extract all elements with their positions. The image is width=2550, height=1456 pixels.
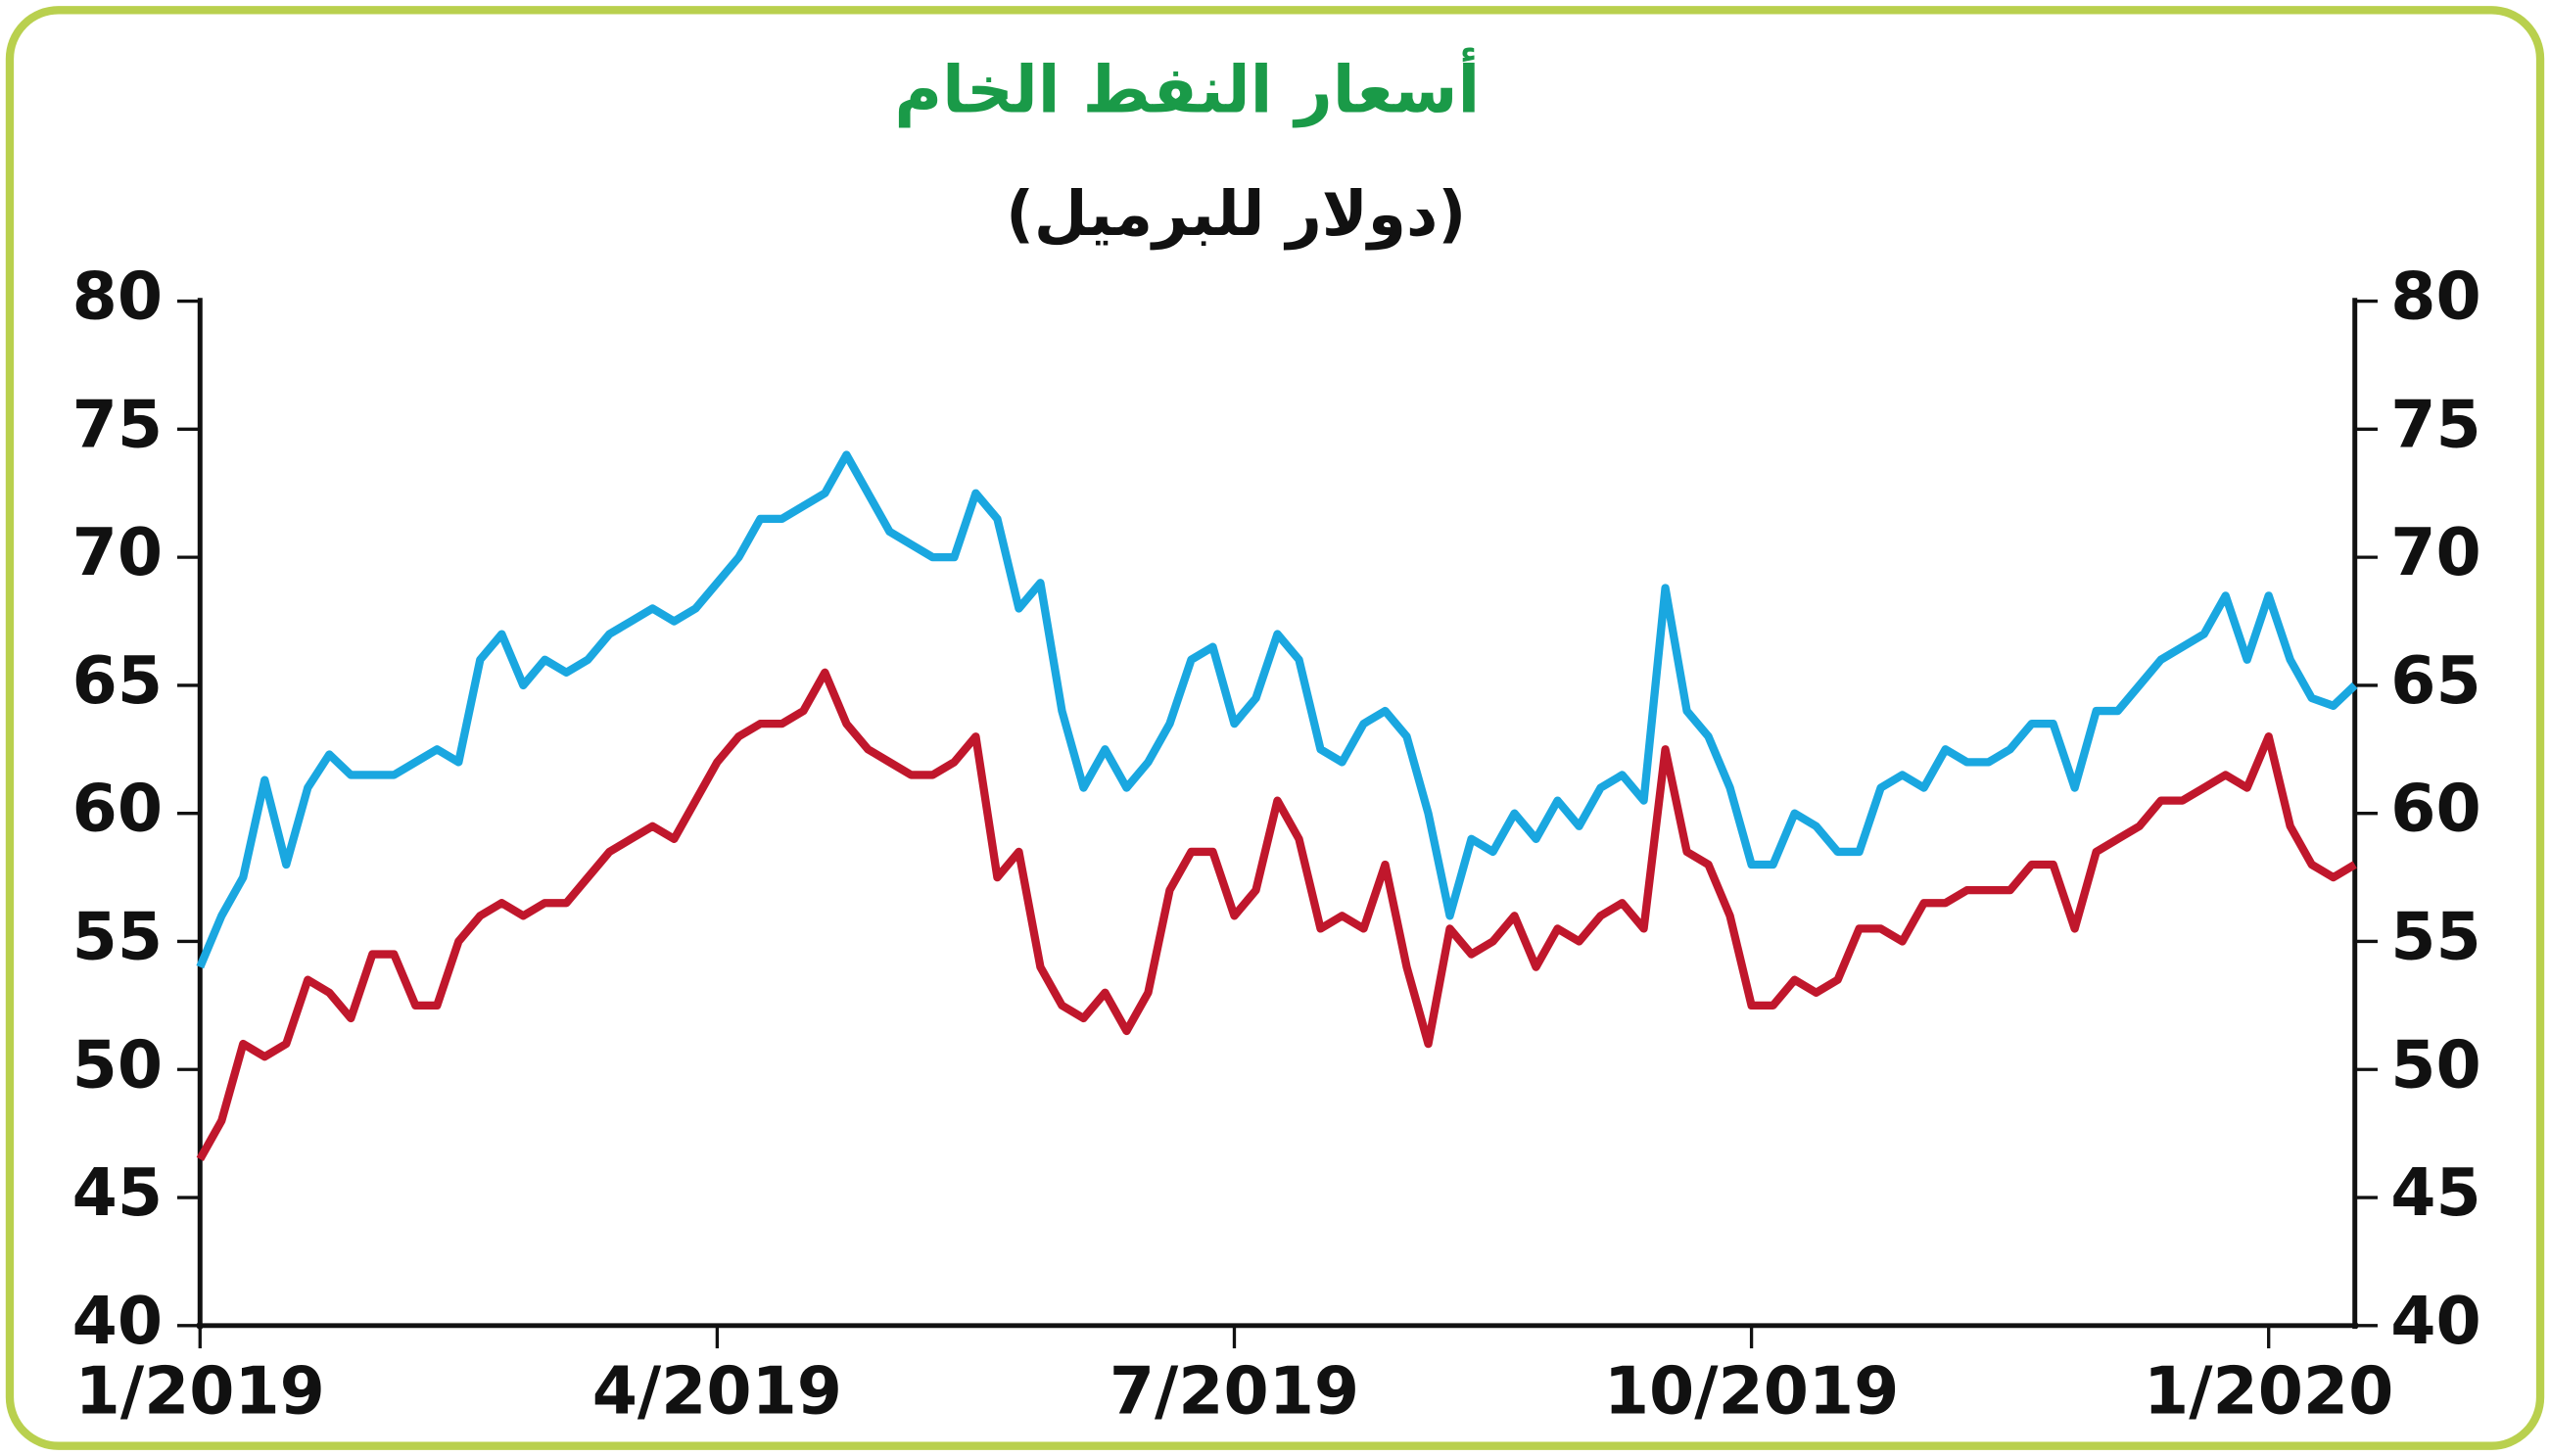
- x-tick-label: 10/2019: [1604, 1352, 1900, 1429]
- y-tick-label-right: 60: [2390, 771, 2480, 847]
- x-tick-label: 1/2020: [2144, 1352, 2393, 1429]
- y-tick-label: 45: [72, 1154, 163, 1231]
- y-tick-label-right: 65: [2390, 642, 2480, 719]
- y-tick-label: 80: [72, 258, 163, 335]
- series-line: [196, 450, 2358, 969]
- y-tick-label-right: 45: [2390, 1154, 2480, 1231]
- y-tick-label: 40: [72, 1283, 163, 1359]
- y-tick-label-right: 40: [2390, 1283, 2480, 1359]
- y-tick-label-right: 55: [2390, 899, 2480, 975]
- chart-title: أسعار النفط الخام: [894, 48, 1480, 129]
- x-tick-label: 1/2019: [75, 1352, 325, 1429]
- y-tick-label-right: 50: [2390, 1026, 2480, 1103]
- x-tick-label: 4/2019: [592, 1352, 842, 1429]
- y-tick-label: 75: [72, 386, 163, 462]
- y-tick-label: 50: [72, 1026, 163, 1103]
- y-tick-label-right: 75: [2390, 386, 2480, 462]
- chart-subtitle: (دولار للبرميل): [1006, 177, 1466, 251]
- y-tick-label-right: 80: [2390, 258, 2480, 335]
- x-tick-label: 7/2019: [1110, 1352, 1359, 1429]
- y-tick-label: 60: [72, 771, 163, 847]
- y-tick-label: 55: [72, 899, 163, 975]
- y-tick-label-right: 70: [2390, 514, 2480, 590]
- frame: [5, 6, 2545, 1450]
- y-tick-label: 65: [72, 642, 163, 719]
- series-line: [196, 668, 2357, 1161]
- y-tick-label: 70: [72, 514, 163, 590]
